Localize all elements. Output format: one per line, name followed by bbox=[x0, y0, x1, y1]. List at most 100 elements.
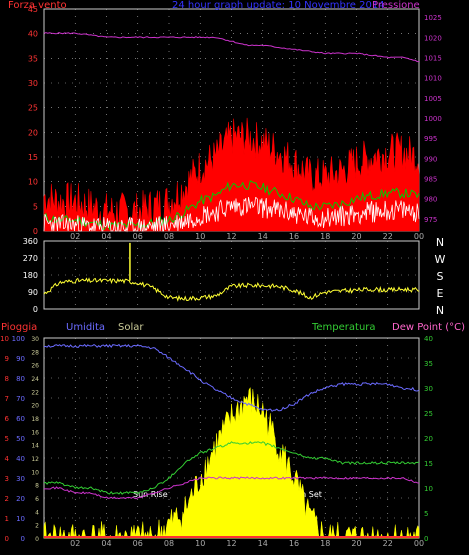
solar-tick-label: 24 bbox=[31, 376, 39, 383]
rain-tick-label: 4 bbox=[5, 455, 10, 463]
rain-tick-label: 8 bbox=[5, 375, 9, 383]
x-tick-label: 04 bbox=[101, 232, 111, 241]
x-tick-label: 06 bbox=[133, 539, 143, 548]
direction-tick-label: 270 bbox=[23, 254, 38, 263]
rain-tick-label: 0 bbox=[5, 535, 9, 543]
direction-tick-label: 180 bbox=[23, 271, 38, 280]
temperature-line bbox=[43, 441, 420, 495]
x-tick-label: 18 bbox=[320, 539, 330, 548]
wind-tick-label: 45 bbox=[28, 5, 38, 14]
x-tick-label: 12 bbox=[226, 539, 236, 548]
x-tick-label: 00 bbox=[414, 539, 424, 548]
pressure-line bbox=[43, 32, 420, 63]
pressure-tick-label: 1015 bbox=[424, 54, 442, 62]
rain-tick-label: 7 bbox=[5, 395, 9, 403]
solar-tick-label: 20 bbox=[31, 403, 39, 410]
solar-tick-label: 4 bbox=[35, 509, 39, 516]
pressure-tick-label: 1000 bbox=[424, 115, 442, 123]
pressure-tick-label: 985 bbox=[424, 176, 437, 184]
x-tick-label: 18 bbox=[320, 232, 330, 241]
pressure-tick-label: 1005 bbox=[424, 95, 442, 103]
pressure-tick-label: 1010 bbox=[424, 75, 442, 83]
x-tick-label: 02 bbox=[70, 232, 80, 241]
dewpoint-axis-label: Dew Point (°C) bbox=[392, 322, 465, 333]
wind-tick-label: 25 bbox=[28, 104, 38, 113]
humidity-line bbox=[43, 343, 420, 412]
pressure-tick-label: 975 bbox=[424, 216, 437, 224]
solar-tick-label: 0 bbox=[35, 536, 39, 543]
x-tick-label: 08 bbox=[164, 539, 174, 548]
wind-tick-label: 20 bbox=[28, 128, 38, 137]
rain-tick-label: 5 bbox=[5, 435, 9, 443]
x-tick-label: 10 bbox=[195, 232, 205, 241]
x-tick-label: 20 bbox=[351, 232, 361, 241]
pressure-tick-label: 1020 bbox=[424, 34, 442, 42]
humidity-tick-label: 50 bbox=[16, 435, 25, 443]
humidity-tick-label: 60 bbox=[16, 415, 25, 423]
temperature-tick-label: 15 bbox=[424, 460, 433, 468]
rain-tick-label: 3 bbox=[5, 475, 9, 483]
solar-tick-label: 18 bbox=[31, 416, 39, 423]
temperature-axis-label: Temperatura bbox=[311, 322, 376, 333]
humidity-tick-label: 20 bbox=[16, 495, 25, 503]
solar-tick-label: 14 bbox=[31, 443, 39, 450]
x-tick-label: 20 bbox=[351, 539, 361, 548]
rain-tick-label: 1 bbox=[5, 515, 9, 523]
temperature-tick-label: 5 bbox=[424, 510, 428, 518]
humidity-tick-label: 80 bbox=[16, 375, 25, 383]
compass-label: E bbox=[437, 287, 444, 300]
temperature-tick-label: 20 bbox=[424, 435, 433, 443]
pressure-tick-label: 1025 bbox=[424, 14, 442, 22]
direction-tick-label: 0 bbox=[33, 305, 38, 314]
solar-tick-label: 30 bbox=[31, 336, 39, 343]
wind-tick-label: 5 bbox=[33, 202, 38, 211]
x-tick-label: 14 bbox=[258, 232, 268, 241]
solar-tick-label: 28 bbox=[31, 349, 39, 356]
compass-label: N bbox=[436, 304, 444, 317]
temperature-tick-label: 0 bbox=[424, 535, 428, 543]
humidity-axis-label: Umidita bbox=[66, 322, 105, 333]
solar-axis-label: Solar bbox=[118, 322, 144, 333]
temperature-tick-label: 30 bbox=[424, 385, 433, 393]
solar-tick-label: 2 bbox=[35, 523, 39, 530]
x-tick-label: 04 bbox=[101, 539, 111, 548]
humidity-tick-label: 90 bbox=[16, 355, 25, 363]
humidity-tick-label: 40 bbox=[16, 455, 25, 463]
rain-tick-label: 10 bbox=[0, 335, 9, 343]
x-tick-label: 14 bbox=[258, 539, 268, 548]
solar-tick-label: 22 bbox=[31, 389, 39, 396]
temperature-tick-label: 40 bbox=[424, 335, 433, 343]
pressure-tick-label: 990 bbox=[424, 155, 437, 163]
solar-tick-label: 8 bbox=[35, 483, 39, 490]
direction-tick-label: 90 bbox=[28, 288, 38, 297]
wind-tick-label: 30 bbox=[28, 79, 38, 88]
pressure-tick-label: 995 bbox=[424, 135, 437, 143]
humidity-tick-label: 30 bbox=[16, 475, 25, 483]
pressure-tick-label: 980 bbox=[424, 196, 437, 204]
solar-tick-label: 10 bbox=[31, 469, 39, 476]
rain-axis-label: Pioggia bbox=[1, 322, 37, 333]
sunset-annotation: Sun Set bbox=[291, 490, 322, 499]
x-tick-label: 10 bbox=[195, 539, 205, 548]
solar-tick-label: 6 bbox=[35, 496, 39, 503]
x-tick-label: 02 bbox=[70, 539, 80, 548]
solar-tick-label: 12 bbox=[31, 456, 39, 463]
wind-axis-label: Forza vento bbox=[8, 0, 67, 11]
chart-marks: 4540353025201510501025102010151010100510… bbox=[0, 5, 445, 548]
wind-low-line bbox=[43, 196, 420, 233]
wind-tick-label: 40 bbox=[28, 30, 38, 39]
compass-label: S bbox=[437, 270, 444, 283]
chart-title: 24 hour graph update: 10 Novembre 2014 bbox=[172, 0, 385, 11]
temperature-tick-label: 25 bbox=[424, 410, 433, 418]
wind-tick-label: 10 bbox=[28, 178, 38, 187]
wind-tick-label: 0 bbox=[33, 227, 38, 236]
rain-tick-label: 2 bbox=[5, 495, 9, 503]
wind-tick-label: 35 bbox=[28, 54, 38, 63]
x-tick-label: 00 bbox=[414, 232, 424, 241]
x-tick-label: 08 bbox=[164, 232, 174, 241]
sunrise-annotation: Sun Rise bbox=[133, 490, 168, 499]
compass-label: N bbox=[436, 236, 444, 249]
temperature-tick-label: 35 bbox=[424, 360, 433, 368]
temperature-tick-label: 10 bbox=[424, 485, 433, 493]
wind-direction-line bbox=[43, 277, 420, 302]
